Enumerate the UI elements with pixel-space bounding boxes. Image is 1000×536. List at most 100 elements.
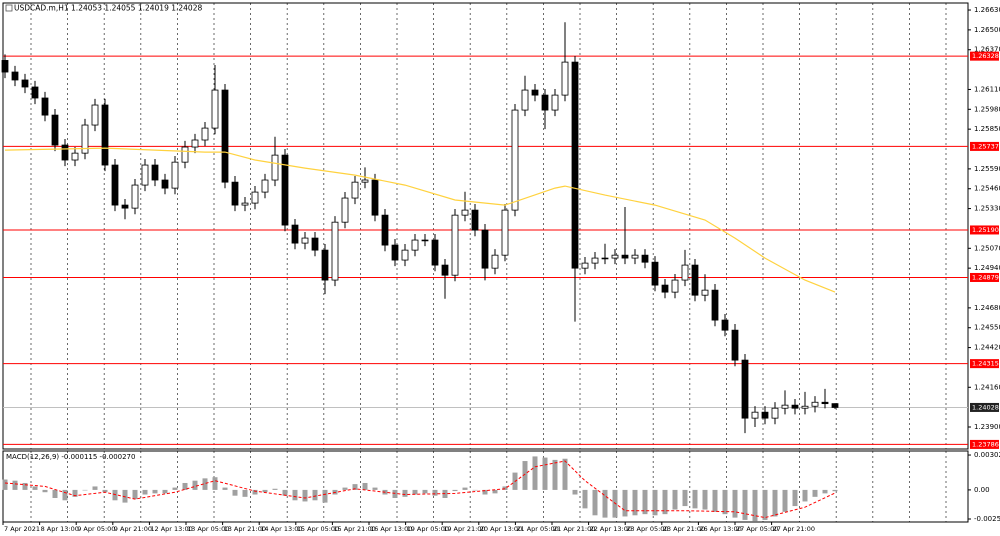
macd-bar xyxy=(552,459,558,490)
macd-bar xyxy=(222,487,228,490)
candle-body xyxy=(811,401,819,407)
candle-body xyxy=(31,86,39,99)
macd-bar xyxy=(782,489,788,512)
candle-body xyxy=(731,329,739,361)
symbol-icon xyxy=(5,4,13,12)
x-tick-label: 13 Apr 21:00 xyxy=(224,525,266,533)
candle-body xyxy=(201,127,209,141)
candle-body xyxy=(331,221,339,281)
x-tick-label: 20 Apr 13:00 xyxy=(480,525,522,533)
candle-body xyxy=(341,197,349,223)
candle-body xyxy=(221,89,229,183)
x-tick-label: 15 Apr 21:00 xyxy=(333,525,375,533)
candle-body xyxy=(371,179,379,216)
candle-body xyxy=(481,229,489,269)
x-tick-label: 9 Apr 05:00 xyxy=(77,525,115,533)
level-label: 1.25190 xyxy=(972,226,999,234)
macd-bar xyxy=(472,489,478,491)
candle-body xyxy=(791,404,799,409)
level-label-box xyxy=(970,141,999,151)
candle-body xyxy=(301,237,309,244)
macd-bar xyxy=(722,489,728,515)
candle-body xyxy=(801,405,809,409)
y-tick-label: 1.24680 xyxy=(974,304,1000,312)
macd-bar xyxy=(682,489,688,507)
macd-bar xyxy=(712,489,718,512)
x-tick-label: 14 Apr 13:00 xyxy=(260,525,302,533)
macd-bar xyxy=(602,489,608,518)
candle-body xyxy=(701,289,709,296)
x-tick-label: 21 Apr 21:00 xyxy=(553,525,595,533)
candle-body xyxy=(271,154,279,181)
level-label: 1.24879 xyxy=(972,273,999,281)
y-tick-label: 1.24550 xyxy=(974,324,1000,332)
macd-bar xyxy=(202,478,208,490)
macd-bar xyxy=(772,489,778,517)
candle-body xyxy=(21,79,29,88)
macd-bar xyxy=(2,479,8,490)
x-tick-label: 12 Apr 13:00 xyxy=(150,525,192,533)
x-tick-label: 13 Apr 05:00 xyxy=(187,525,229,533)
price-pane-frame xyxy=(2,2,969,450)
level-label-box xyxy=(970,272,999,282)
candle-body xyxy=(191,139,199,148)
axes: 1.26630 1.26500 1.26370 1.26110 1.25980 1.258… xyxy=(2,6,1000,533)
candle-body xyxy=(121,204,129,209)
macd-bar xyxy=(822,489,828,494)
level-label: 1.25737 xyxy=(972,142,999,150)
level-label: 1.24315 xyxy=(972,360,999,368)
y-tick-label: 1.25460 xyxy=(974,185,1000,193)
candle-body xyxy=(671,279,679,293)
macd-bar xyxy=(282,489,288,496)
x-tick-label: 15 Apr 05:00 xyxy=(297,525,339,533)
macd-bar xyxy=(452,489,458,492)
x-tick-label: 22 Apr 13:00 xyxy=(590,525,632,533)
macd-bar xyxy=(562,458,568,490)
candle-body xyxy=(741,359,749,419)
macd-bar xyxy=(692,489,698,509)
candle-body xyxy=(151,164,159,181)
y-tick-label: 1.24940 xyxy=(974,264,1000,272)
macd-bar xyxy=(182,482,188,490)
macd-y-tick-label: 0.00 xyxy=(974,486,990,494)
candle-body xyxy=(771,407,779,419)
macd-bar xyxy=(22,482,28,490)
candle-body xyxy=(281,154,289,226)
macd-bar xyxy=(132,489,138,500)
level-label: 1.26328 xyxy=(972,52,999,60)
candle-body xyxy=(681,264,689,281)
level-label-box xyxy=(970,225,999,235)
macd-bar xyxy=(252,489,258,495)
candle-body xyxy=(561,61,569,96)
macd-bar xyxy=(372,487,378,490)
candle-body xyxy=(11,71,19,81)
macd-bar xyxy=(52,489,58,498)
macd-bar xyxy=(102,489,108,493)
macd-bar xyxy=(122,489,128,503)
y-tick-label: 1.25070 xyxy=(974,244,1000,252)
macd-bar xyxy=(502,486,508,490)
macd-bar xyxy=(592,489,598,516)
macd-bar xyxy=(412,489,418,495)
candle-body xyxy=(391,244,399,261)
candle-body xyxy=(251,191,259,204)
candle-body xyxy=(461,209,469,216)
candle-body xyxy=(101,104,109,166)
macd-bar xyxy=(292,489,298,501)
candle-body xyxy=(351,181,359,199)
candle-body xyxy=(321,249,329,281)
candle-body xyxy=(571,61,579,269)
y-tick-label: 1.26370 xyxy=(974,46,1000,54)
candle-body xyxy=(711,289,719,321)
macd-bar xyxy=(542,457,548,490)
candle-body xyxy=(721,319,729,331)
macd-bar xyxy=(622,489,628,517)
candle-body xyxy=(531,89,539,96)
candle-body xyxy=(291,224,299,244)
x-tick-label: 16 Apr 13:00 xyxy=(370,525,412,533)
y-tick-label: 1.23900 xyxy=(974,423,1000,431)
vertical-grid xyxy=(30,3,947,522)
macd-bar xyxy=(42,489,48,493)
macd-bar xyxy=(302,489,308,502)
y-tick-label: 1.25590 xyxy=(974,165,1000,173)
